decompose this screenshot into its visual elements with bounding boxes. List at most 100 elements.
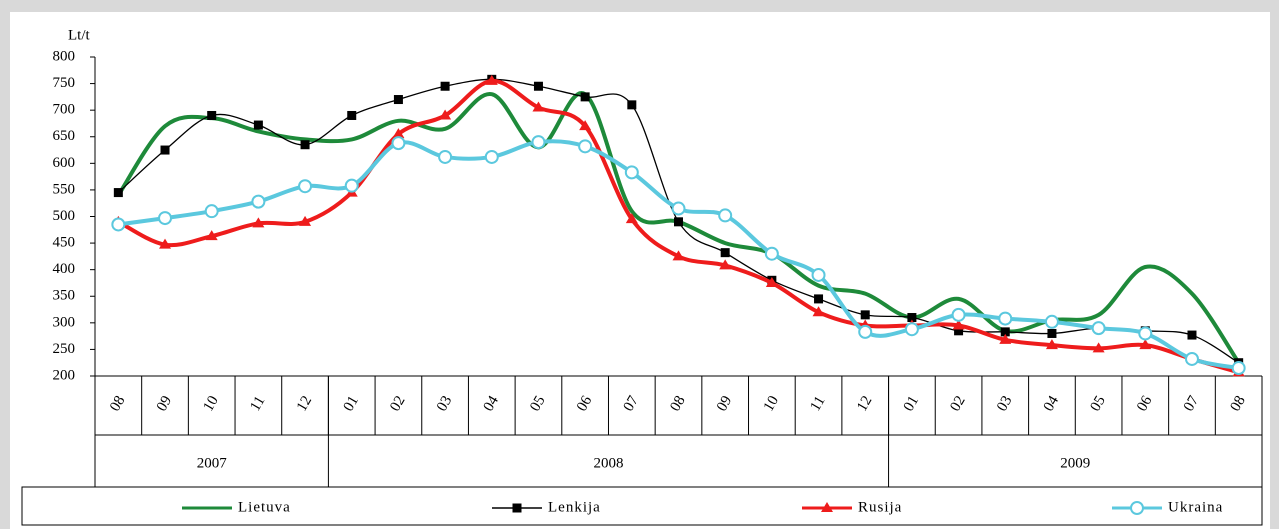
x-tick-label: 01 — [901, 393, 922, 414]
marker — [207, 110, 217, 120]
marker — [579, 120, 592, 131]
marker — [1044, 314, 1059, 329]
marker — [393, 95, 403, 105]
marker — [952, 319, 965, 330]
legend-label: Lietuva — [238, 499, 291, 515]
x-tick-label: 11 — [247, 393, 268, 414]
marker — [532, 101, 545, 112]
legend-box — [21, 486, 1263, 526]
marker — [391, 136, 406, 151]
marker — [718, 208, 733, 223]
x-tick-label: 05 — [527, 393, 548, 414]
y-tick-label: 700 — [53, 102, 76, 118]
marker — [251, 194, 266, 209]
marker — [674, 217, 683, 227]
marker — [951, 307, 966, 322]
marker — [1092, 342, 1105, 353]
marker — [1138, 326, 1153, 341]
y-tick-label: 200 — [53, 367, 76, 383]
marker — [720, 248, 730, 258]
marker — [440, 81, 450, 91]
chart-area — [10, 12, 1270, 529]
marker — [625, 213, 638, 224]
y-tick-label: 800 — [53, 48, 76, 64]
marker — [999, 333, 1012, 344]
marker — [671, 201, 686, 216]
x-tick-label: 12 — [294, 393, 315, 414]
marker — [160, 145, 170, 155]
y-tick-label: 500 — [53, 208, 76, 224]
marker — [485, 74, 498, 85]
marker — [719, 259, 732, 270]
x-tick-label: 01 — [341, 393, 362, 414]
marker — [1184, 351, 1199, 366]
marker — [205, 230, 218, 241]
x-tick-label: 10 — [761, 393, 782, 414]
marker — [204, 204, 219, 219]
marker — [438, 149, 453, 164]
marker — [765, 276, 778, 287]
marker — [252, 217, 265, 228]
marker — [860, 310, 870, 320]
x-tick-label: 11 — [808, 393, 829, 414]
y-tick-label: 400 — [53, 261, 76, 277]
y-tick-label: 450 — [53, 235, 76, 251]
marker — [159, 238, 172, 249]
legend-label: Rusija — [858, 499, 902, 515]
marker — [1091, 321, 1106, 336]
y-tick-label: 300 — [53, 314, 76, 330]
marker — [300, 140, 310, 150]
year-label: 2007 — [197, 455, 228, 471]
marker — [998, 311, 1013, 326]
year-label: 2008 — [593, 455, 623, 471]
y-tick-label: 550 — [53, 181, 76, 197]
marker — [347, 110, 357, 120]
marker — [1187, 330, 1197, 340]
legend-marker — [512, 503, 522, 513]
x-tick-label: 02 — [387, 393, 408, 414]
x-tick-label: 12 — [854, 393, 875, 414]
marker — [1047, 328, 1057, 338]
marker — [1045, 339, 1058, 350]
marker — [1231, 361, 1246, 376]
legend-marker — [821, 502, 833, 512]
year-label: 2009 — [1060, 455, 1090, 471]
marker — [531, 135, 546, 150]
legend-label: Ukraina — [1168, 499, 1223, 515]
marker — [627, 100, 637, 110]
x-tick-label: 02 — [947, 393, 968, 414]
y-tick-label: 250 — [53, 341, 76, 357]
marker — [578, 139, 593, 154]
marker — [1000, 327, 1010, 337]
x-tick-label: 08 — [1227, 393, 1248, 414]
marker — [298, 179, 313, 194]
marker — [392, 128, 405, 139]
x-tick-label: 03 — [994, 393, 1015, 414]
marker — [812, 306, 825, 317]
x-tick-label: 08 — [667, 393, 688, 414]
y-axis-label: Lt/t — [68, 27, 90, 43]
x-tick-label: 10 — [201, 393, 222, 414]
marker — [624, 165, 639, 180]
legend-marker — [1130, 501, 1144, 515]
x-tick-label: 09 — [714, 393, 735, 414]
y-tick-label: 600 — [53, 155, 76, 171]
marker — [158, 211, 173, 226]
marker — [580, 92, 590, 102]
marker — [954, 326, 964, 336]
y-tick-label: 350 — [53, 288, 76, 304]
marker — [439, 109, 452, 120]
y-tick-label: 650 — [53, 128, 76, 144]
x-tick-label: 03 — [434, 393, 455, 414]
marker — [814, 294, 824, 304]
y-tick-label: 750 — [53, 75, 76, 91]
marker — [1139, 339, 1152, 350]
legend-label: Lenkija — [548, 499, 601, 515]
marker — [484, 149, 499, 164]
marker — [811, 267, 826, 282]
marker — [111, 217, 126, 232]
marker — [533, 81, 543, 91]
marker — [904, 322, 919, 337]
